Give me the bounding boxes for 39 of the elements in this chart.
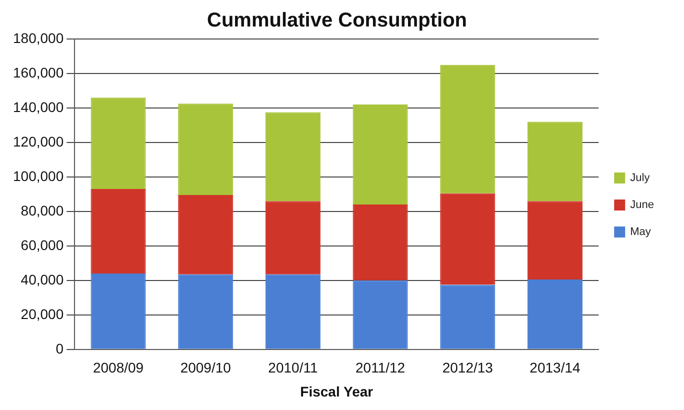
y-tick-label: 180,000 <box>12 30 64 46</box>
bar <box>265 112 320 202</box>
y-tick-label: 60,000 <box>20 236 64 253</box>
bar <box>178 104 234 196</box>
legend-label: June <box>630 199 654 212</box>
bar <box>90 189 146 274</box>
bar <box>527 201 582 280</box>
x-tick-label: 2010/11 <box>268 360 318 376</box>
bar <box>440 64 496 194</box>
bar <box>527 280 582 349</box>
legend-label: May <box>630 226 652 238</box>
bar <box>90 274 146 349</box>
x-tick-label: 2009/10 <box>180 360 232 376</box>
x-tick-label: 2013/14 <box>530 360 580 376</box>
bar <box>440 284 496 349</box>
x-axis-title: Fiscal Year <box>300 383 374 400</box>
bar <box>352 104 408 205</box>
bar <box>440 193 496 285</box>
y-tick-label: 0 <box>56 340 64 356</box>
bar <box>352 204 408 280</box>
y-tick-label: 20,000 <box>20 306 64 322</box>
bar <box>178 195 234 274</box>
bar <box>352 280 408 349</box>
bar <box>265 274 320 349</box>
y-tick-label: 80,000 <box>20 202 64 218</box>
chart-title: Cummulative Consumption <box>206 10 468 32</box>
legend-label: July <box>630 172 650 184</box>
x-tick-label: 2011/12 <box>356 360 406 376</box>
bar <box>178 274 234 349</box>
y-tick-label: 140,000 <box>12 98 64 115</box>
y-tick-label: 40,000 <box>20 271 64 288</box>
x-tick-label: 2008/09 <box>92 360 144 376</box>
bar <box>90 98 146 190</box>
y-tick-label: 100,000 <box>12 168 64 184</box>
bar <box>527 122 582 202</box>
x-tick-label: 2012/13 <box>442 360 494 376</box>
bar <box>265 201 320 274</box>
y-tick-label: 120,000 <box>12 133 64 150</box>
y-tick-label: 160,000 <box>12 64 64 80</box>
